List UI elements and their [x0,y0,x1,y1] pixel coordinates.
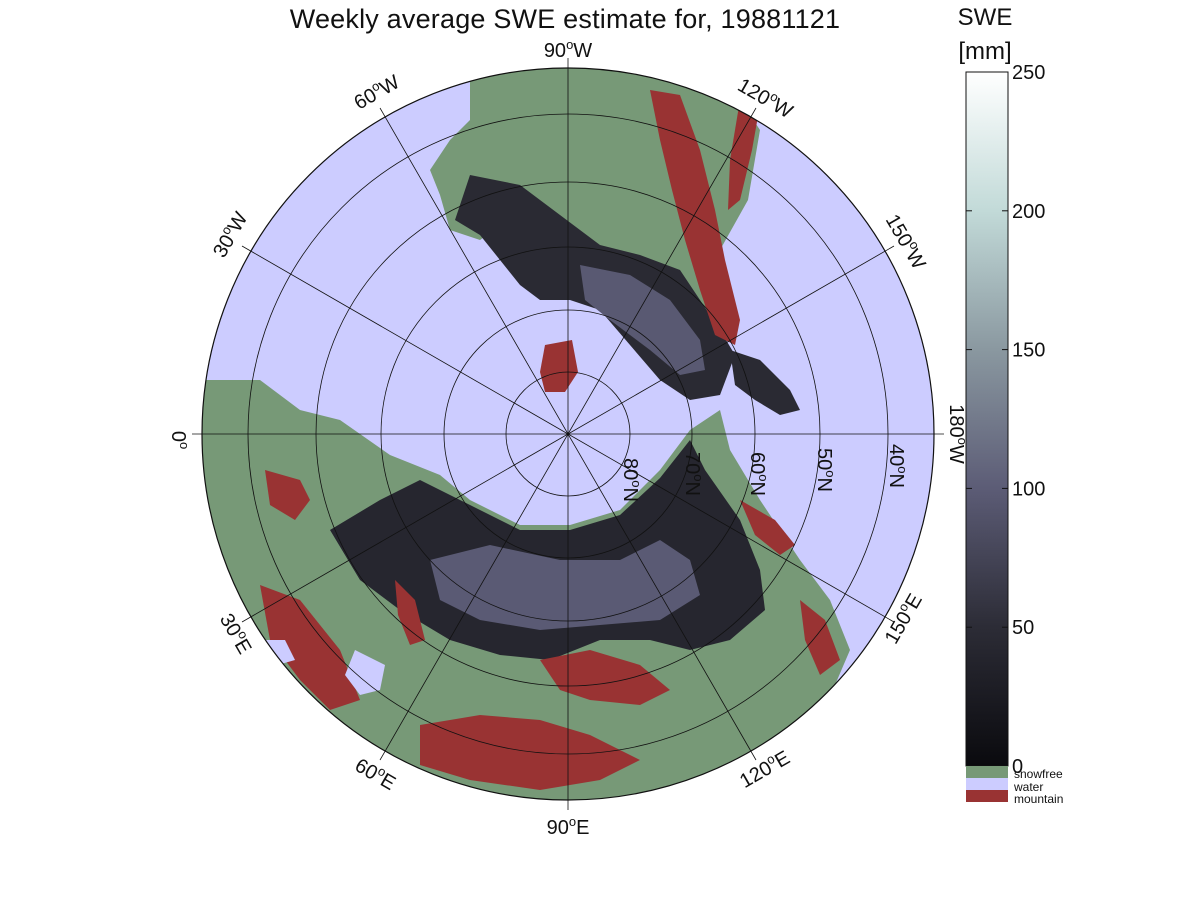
lat-label-40n: 40oN [885,444,910,488]
central-asia-mountain [540,650,670,705]
map-title: Weekly average SWE estimate for, 1988112… [289,4,841,34]
lat-label-80n: 80oN [619,458,644,502]
east-asia-mountain [740,500,795,555]
land-layer [202,68,850,800]
colorbar-title: SWE [957,4,1013,31]
colorbar-tick-label: 50 [1012,617,1034,639]
legend-water-swatch [966,778,1008,790]
meridian-120e-60w [379,107,757,761]
kamchatka-mountain [800,600,840,675]
meridians [192,58,944,810]
rockies-mountain [650,90,740,345]
lon-label-30w: 30oW [207,207,253,261]
caspian-water [345,650,385,695]
colorbar: 0 50 100 150 200 250 snowfree water mountain [965,62,1063,806]
legend-mountain-swatch [966,790,1008,802]
europe-mountain [260,585,360,710]
colorbar-tick-label: 200 [1012,201,1045,223]
alaska-mountain [728,100,760,210]
colorbar-unit: [mm] [958,38,1012,65]
lat-label-60n: 60oN [746,452,771,496]
legend-snowfree-label: snowfree [1014,767,1063,781]
greenland-mountain [540,340,578,392]
lat-label-70n: 70oN [681,452,706,496]
colorbar-gradient [965,71,1009,767]
lon-label-60w: 60oW [349,69,403,115]
colorbar-tick-label: 0 [1012,756,1023,778]
lon-label-60e: 60oE [351,752,401,795]
map-boundary [201,67,935,801]
lat-label-50n: 50oN [813,448,838,492]
latitude-labels: 80oN 70oN 60oN 50oN 40oN [619,444,910,502]
scandinavia-mountain [265,470,310,520]
legend-mountain-label: mountain [1014,792,1063,806]
lon-label-90w: 90oW [544,37,592,62]
tibet-mountain [420,715,640,790]
colorbar-tick-label: 150 [1012,340,1045,362]
north-america-deep-snow [580,265,705,375]
lon-label-0: 0o [167,431,192,449]
colorbar-tick-label: 100 [1012,478,1045,500]
ural-mountain [395,580,425,645]
colorbar-tick-label: 250 [1012,62,1045,84]
alaska-land [730,350,800,415]
legend-water-label: water [1013,780,1043,794]
lon-label-180w: 180oW [945,404,970,464]
lon-label-90e: 90oE [547,814,590,839]
legend-snowfree-swatch [966,766,1008,778]
